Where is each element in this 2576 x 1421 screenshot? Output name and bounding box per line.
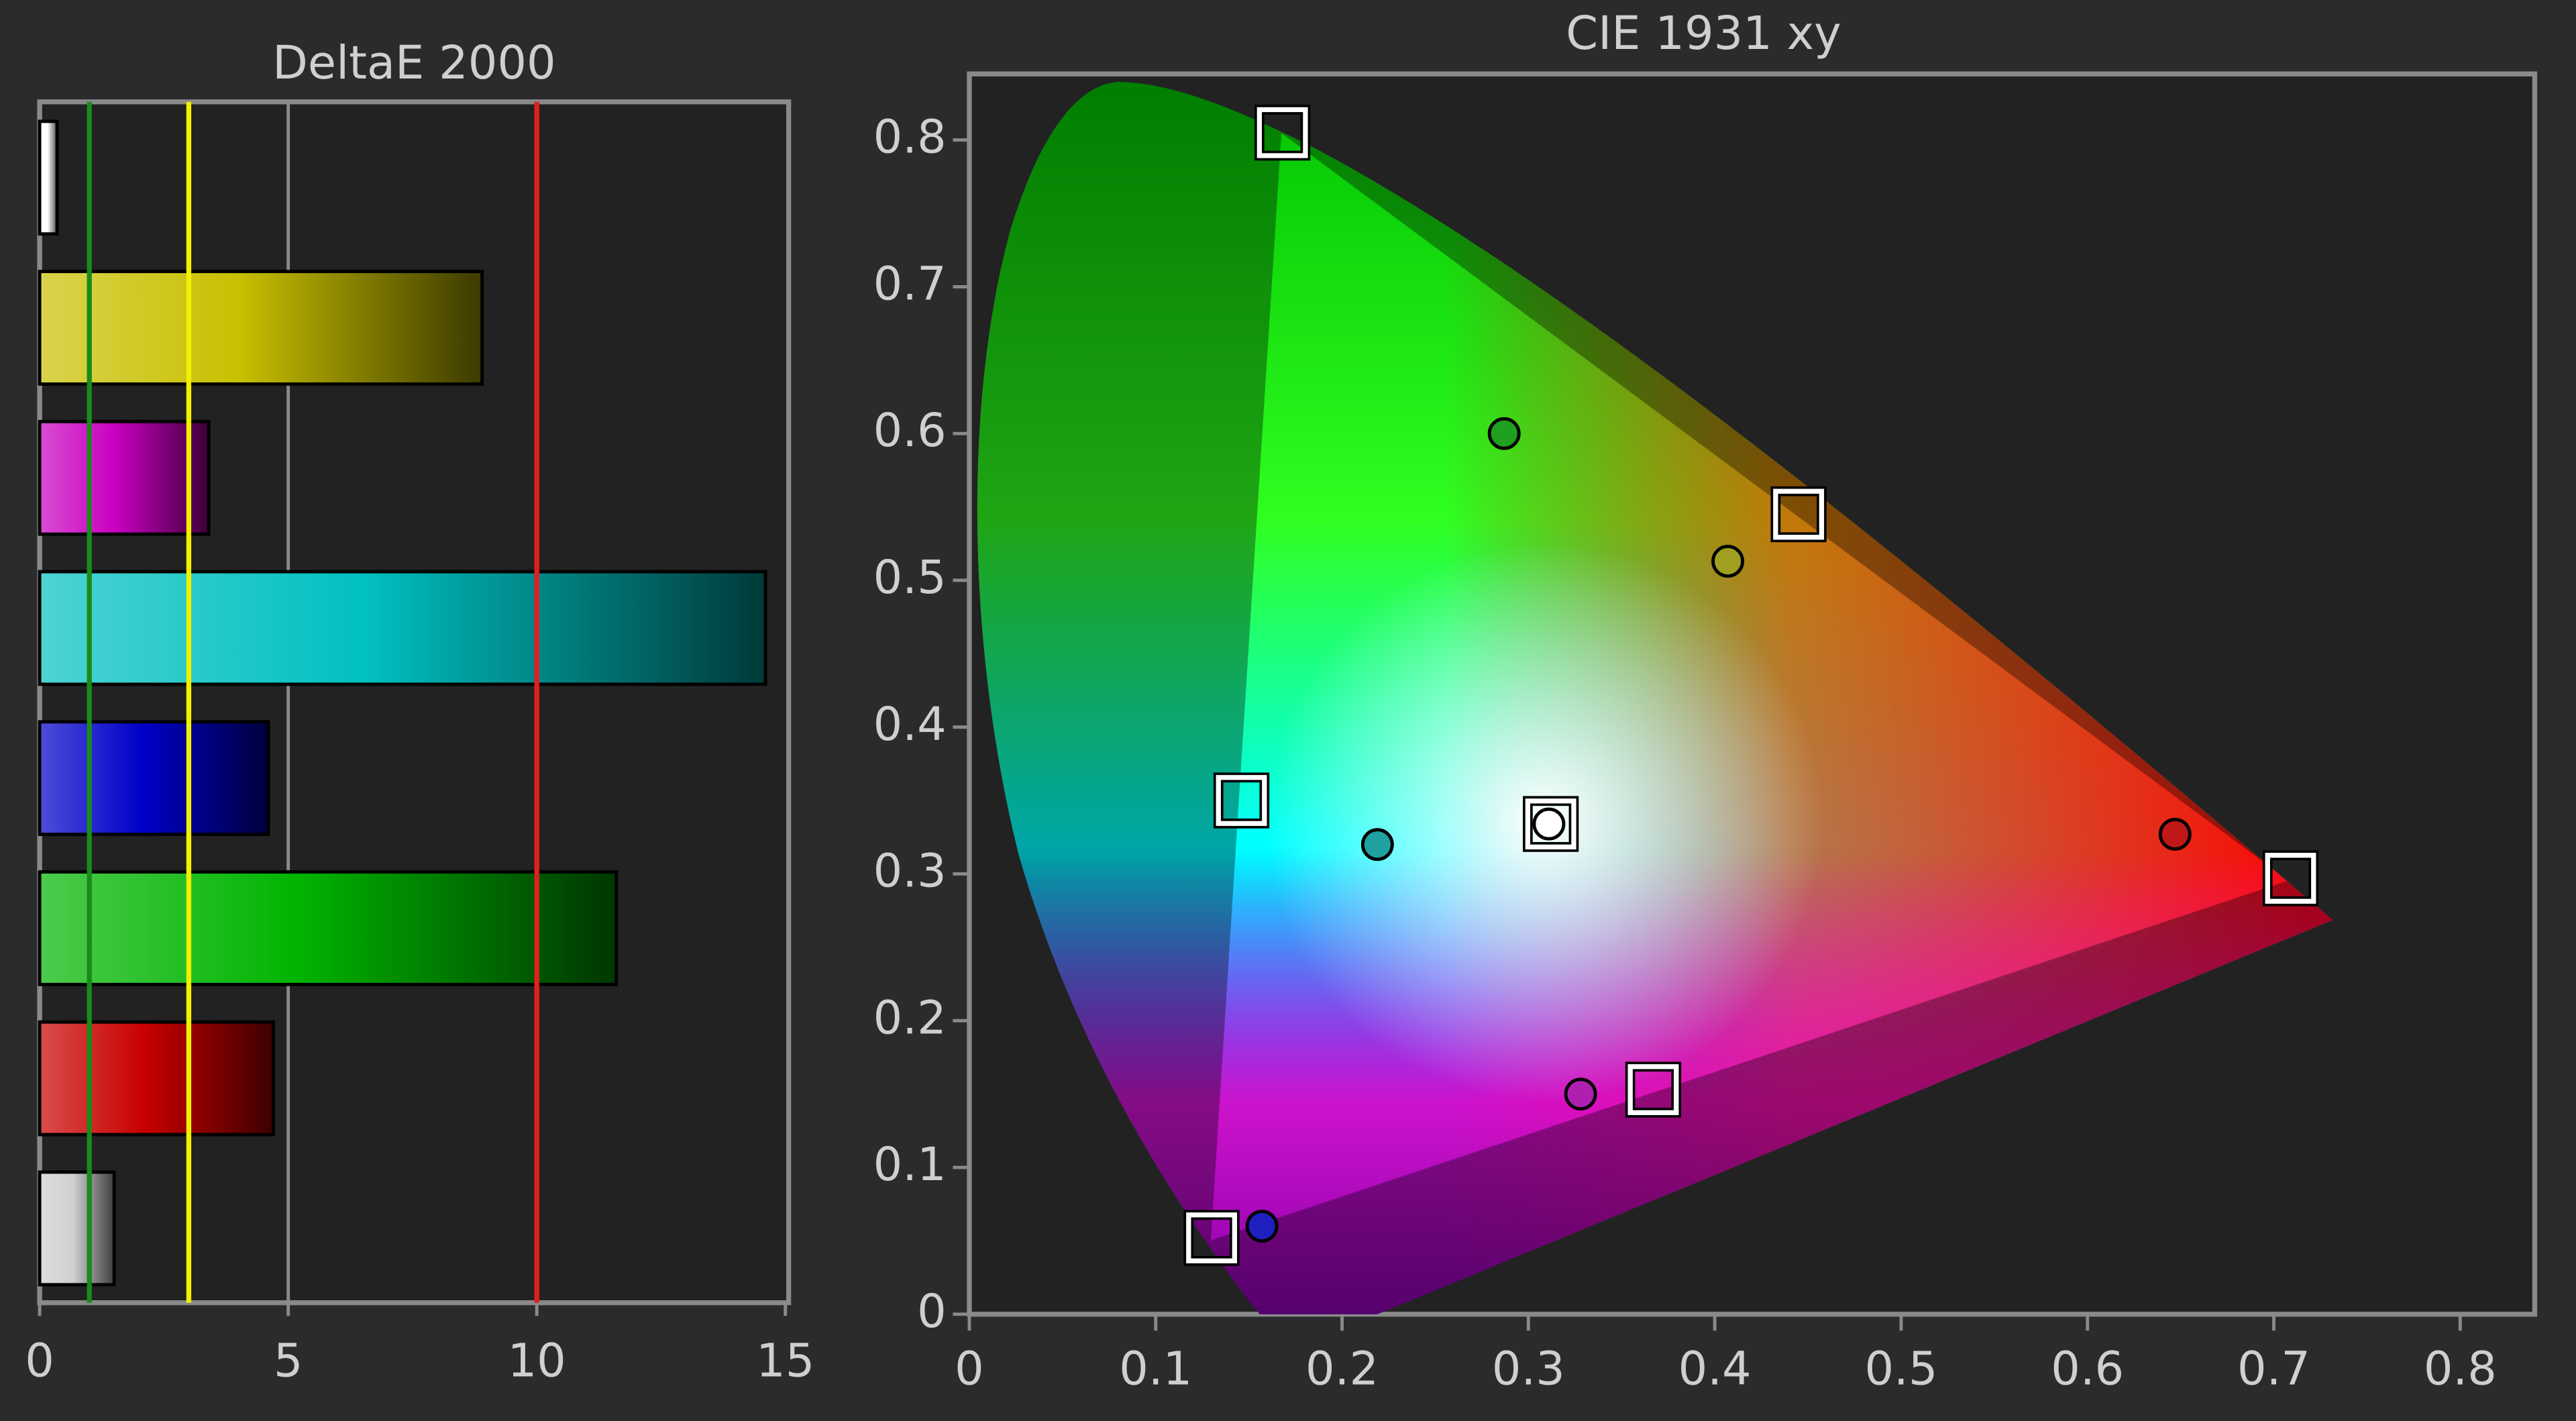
target-marker-outline	[1216, 775, 1267, 827]
x-tick-label: 0.6	[2051, 1343, 2124, 1396]
y-tick-label: 0.6	[873, 404, 947, 458]
y-tick-label: 0.4	[873, 698, 947, 751]
x-tick-label: 0.7	[2237, 1343, 2310, 1396]
x-tick-label: 5	[274, 1334, 303, 1387]
bar	[38, 570, 767, 686]
x-tick-label: 0.8	[2424, 1343, 2497, 1396]
y-tick-label: 0.3	[873, 845, 947, 898]
bar	[38, 270, 484, 386]
y-tick-label: 0.5	[873, 551, 947, 604]
measured-point	[1245, 1210, 1279, 1243]
bar	[38, 119, 59, 236]
target-marker-outline	[1256, 107, 1308, 158]
x-tick-label: 0	[955, 1343, 984, 1396]
bar	[38, 1170, 116, 1287]
y-tick-label: 0	[917, 1285, 947, 1338]
x-tick-label: 0.4	[1678, 1343, 1752, 1396]
y-tick-label: 0.7	[873, 257, 947, 311]
measured-point	[1564, 1077, 1597, 1111]
measured-point	[1532, 807, 1566, 841]
measured-point	[1487, 417, 1521, 450]
measured-point	[2158, 817, 2192, 851]
chart-title: CIE 1931 xy	[1566, 7, 1841, 60]
target-marker-outline	[1627, 1064, 1679, 1116]
measured-point	[1360, 828, 1394, 861]
bar	[38, 870, 619, 986]
bar	[38, 1020, 275, 1137]
x-tick-label: 0.2	[1305, 1343, 1379, 1396]
measured-point	[1711, 545, 1745, 578]
x-tick-label: 0.3	[1492, 1343, 1565, 1396]
x-tick-label: 10	[508, 1334, 566, 1387]
target-marker-outline	[2265, 853, 2316, 904]
y-tick-label: 0.8	[873, 111, 947, 164]
bar	[38, 419, 211, 536]
x-tick-label: 0.1	[1119, 1343, 1192, 1396]
y-tick-label: 0.1	[873, 1138, 947, 1192]
chart-title: DeltaE 2000	[272, 36, 555, 90]
target-marker-outline	[1773, 488, 1825, 540]
y-tick-label: 0.2	[873, 991, 947, 1045]
target-marker-outline	[1186, 1212, 1238, 1264]
x-tick-label: 0.5	[1864, 1343, 1937, 1396]
target-marker-outline	[1525, 798, 1576, 850]
x-tick-label: 15	[756, 1334, 814, 1387]
x-tick-label: 0	[25, 1334, 54, 1387]
bar	[38, 720, 270, 837]
